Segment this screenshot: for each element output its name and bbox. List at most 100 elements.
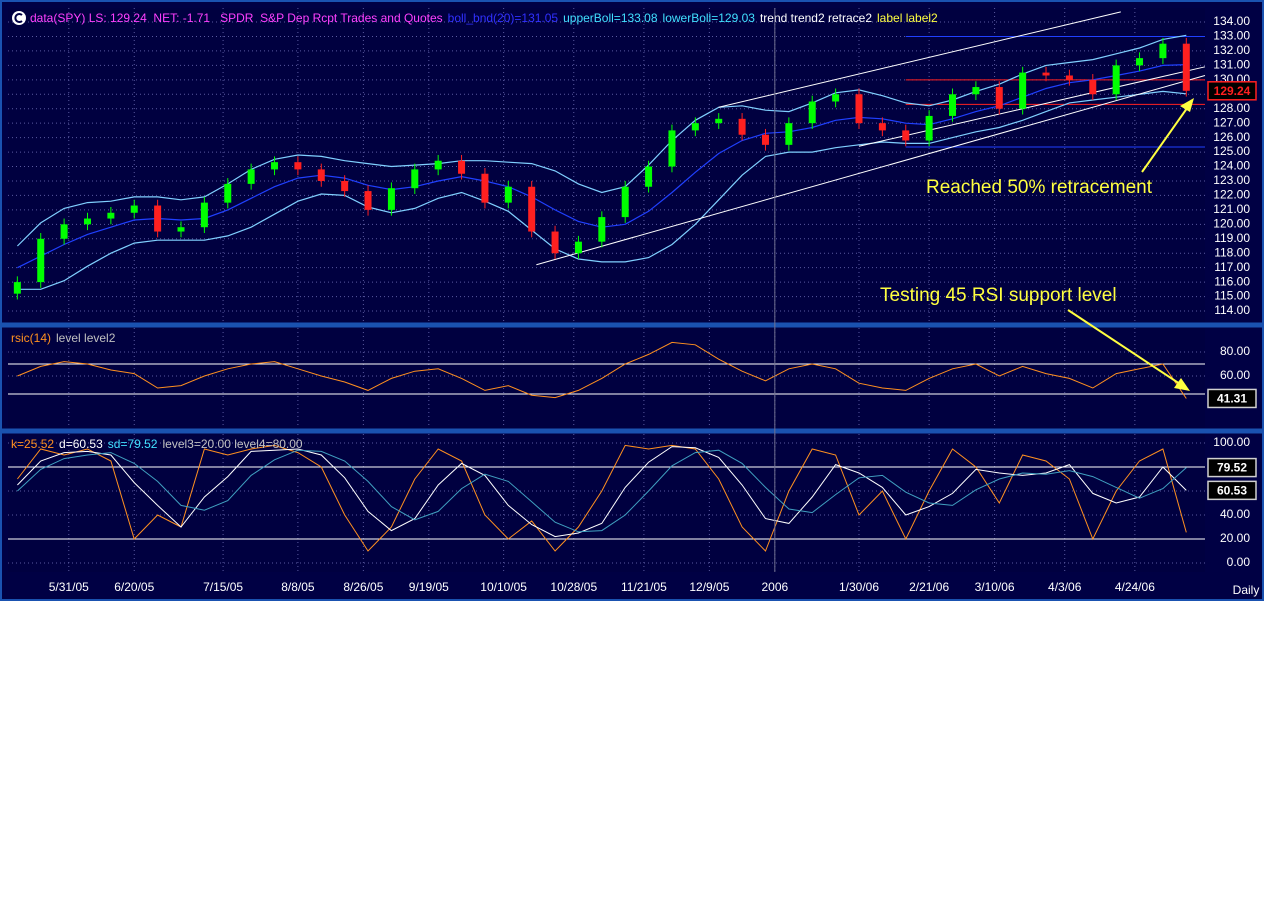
candle-body: [832, 94, 840, 102]
annotation-arrow: [1141, 103, 1191, 173]
y-tick-label: 40.00: [1220, 507, 1250, 521]
candle-body: [551, 231, 559, 254]
panel-header: rsic(14) level level2: [11, 331, 116, 345]
y-tick-label: 20.00: [1220, 531, 1250, 545]
header-item: k=25.52: [11, 437, 54, 451]
indicator-line: [17, 341, 1187, 399]
panel-bg: [8, 8, 1205, 322]
candle-body: [224, 183, 232, 203]
candle-body: [341, 180, 349, 192]
candle-body: [925, 115, 933, 141]
candle-body: [808, 101, 816, 124]
trend-line: [718, 11, 1121, 108]
x-tick-label: 3/10/06: [975, 580, 1015, 594]
candle-body: [130, 205, 138, 213]
header-item: boll_bnd(20)=131.05: [448, 11, 559, 25]
candle-body: [177, 227, 185, 232]
value-box: [1207, 480, 1257, 501]
candle-body: [1065, 75, 1073, 80]
y-tick-label: 127.00: [1213, 115, 1250, 129]
value-box-label: 129.24: [1214, 84, 1251, 98]
header-item: label label2: [877, 11, 938, 25]
y-tick-label: 125.00: [1213, 144, 1250, 158]
candle-body: [761, 134, 769, 145]
y-tick-label: 132.00: [1213, 43, 1250, 57]
y-tick-label: 126.00: [1213, 130, 1250, 144]
candle-body: [621, 186, 629, 218]
y-tick-label: 117.00: [1214, 260, 1250, 274]
y-tick-label: 134.00: [1213, 14, 1250, 28]
x-tick-label: 6/20/05: [114, 580, 154, 594]
x-tick-label: 2006: [761, 580, 788, 594]
y-tick-label: 131.00: [1213, 58, 1250, 72]
app-icon: [12, 11, 26, 25]
header-item: level3=20.00 level4=80.00: [162, 437, 302, 451]
panel-bg: [8, 434, 1205, 572]
candle-body: [1019, 72, 1027, 109]
candle-body: [715, 118, 723, 124]
candle-body: [504, 186, 512, 203]
header-item: trend trend2 retrace2: [760, 11, 872, 25]
annotation: Testing 45 RSI support level: [880, 285, 1117, 306]
value-box: [1207, 81, 1257, 101]
candle-body: [574, 241, 582, 254]
candle-body: [855, 94, 863, 124]
x-tick-label: 1/30/06: [839, 580, 879, 594]
x-axis-label: Daily: [1233, 583, 1260, 597]
y-tick-label: 120.00: [1213, 216, 1250, 230]
candle-body: [1089, 79, 1097, 95]
header-item: sd=79.52: [108, 437, 158, 451]
candle-body: [247, 169, 255, 184]
bollinger-line: [16, 34, 1187, 247]
y-tick-label: 60.00: [1220, 368, 1250, 382]
x-tick-label: 7/15/05: [203, 580, 243, 594]
candle-body: [1136, 58, 1144, 66]
header-item: data(SPY) LS: 129.24 NET: -1.71 SPDR S&P…: [30, 11, 443, 25]
chart-layers: 114.00115.00116.00117.00118.00119.00120.…: [2, 8, 1262, 597]
y-tick-label: 128.00: [1213, 101, 1250, 115]
value-box-label: 41.31: [1217, 392, 1247, 406]
y-tick-label: 114.00: [1214, 303, 1250, 317]
panel-header: data(SPY) LS: 129.24 NET: -1.71 SPDR S&P…: [30, 11, 938, 25]
y-tick-label: 118.00: [1214, 245, 1250, 259]
candle-body: [645, 166, 653, 187]
candle-body: [528, 186, 536, 232]
bollinger-line: [17, 90, 1187, 290]
candle-body: [902, 130, 910, 141]
x-tick-label: 5/31/05: [49, 580, 89, 594]
candle-body: [878, 123, 886, 131]
arrow-head: [1180, 98, 1194, 112]
indicator-line: [17, 449, 1187, 533]
y-tick-label: 123.00: [1213, 173, 1250, 187]
header-item: d=60.53: [59, 437, 103, 451]
header-item: level level2: [56, 331, 116, 345]
y-tick-label: 122.00: [1213, 188, 1250, 202]
candle-body: [200, 202, 208, 228]
candle-body: [598, 217, 606, 242]
header-item: upperBoll=133.08: [563, 11, 658, 25]
candle-body: [364, 191, 372, 210]
annotation: Reached 50% retracement: [926, 177, 1153, 198]
x-tick-label: 12/9/05: [689, 580, 729, 594]
candle-body: [434, 160, 442, 170]
x-tick-label: 10/10/05: [480, 580, 527, 594]
candle-body: [1159, 43, 1167, 59]
x-tick-label: 2/21/06: [909, 580, 949, 594]
x-tick-label: 8/26/05: [343, 580, 383, 594]
header-item: rsic(14): [11, 331, 51, 345]
y-tick-label: 115.00: [1214, 289, 1250, 303]
candle-body: [785, 123, 793, 145]
indicator-line: [17, 444, 1187, 552]
candle-body: [107, 212, 115, 219]
value-box-label: 60.53: [1217, 484, 1247, 498]
trend-line: [536, 75, 1206, 266]
value-box-label: 79.52: [1217, 461, 1247, 475]
candle-body: [317, 169, 325, 181]
candle-body: [294, 162, 302, 170]
trend-line: [858, 66, 1206, 147]
x-tick-label: 4/3/06: [1048, 580, 1082, 594]
y-tick-label: 124.00: [1213, 159, 1250, 173]
candle-body: [411, 169, 419, 189]
indicator-line: [17, 446, 1187, 538]
